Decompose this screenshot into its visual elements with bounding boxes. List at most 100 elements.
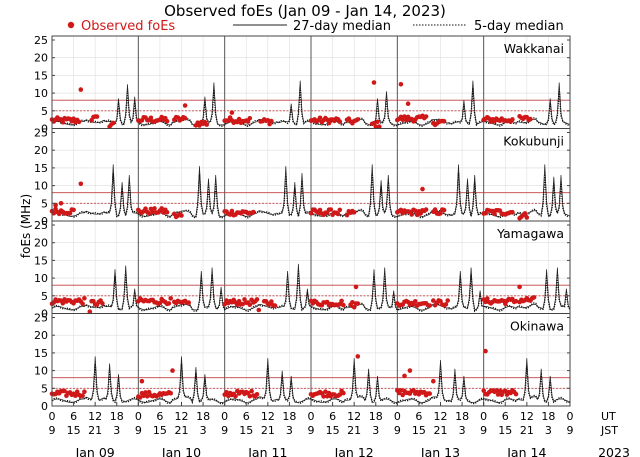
day-label: Jan 12 — [334, 445, 374, 457]
jst-label: JST — [600, 424, 618, 437]
jst-tick-label: 21 — [261, 424, 275, 437]
jst-tick-label: 15 — [412, 424, 426, 437]
jst-tick-label: 3 — [113, 424, 120, 437]
observed-point — [337, 392, 343, 397]
observed-point — [445, 298, 451, 303]
y-tick-label: 5 — [41, 382, 48, 395]
ut-tick-label: 0 — [221, 410, 228, 423]
observed-point — [254, 392, 260, 397]
y-tick-label: 15 — [34, 254, 48, 267]
median-5day-series — [51, 363, 571, 405]
observed-point — [528, 116, 533, 122]
observed-point — [326, 120, 332, 126]
observed-point — [371, 120, 377, 126]
observed-point — [513, 298, 519, 304]
observed-point — [517, 284, 522, 290]
y-tick-label: 25 — [34, 312, 48, 325]
observed-point — [524, 215, 530, 220]
ut-tick-label: 0 — [567, 410, 574, 423]
observed-point — [398, 388, 404, 393]
observed-point — [62, 388, 67, 394]
observed-point — [503, 388, 508, 394]
observed-point — [409, 212, 415, 217]
jst-tick-label: 9 — [221, 424, 228, 437]
observed-point — [269, 118, 274, 124]
observed-point — [317, 207, 323, 213]
station-panels: 0 5 10 15 20 25 Wakkanai 0 5 10 15 20 25 Kokubunji 0 5 1… — [34, 34, 571, 413]
y-tick-label: 0 — [41, 308, 48, 321]
observed-point — [373, 124, 379, 129]
observed-point — [402, 114, 407, 119]
jst-tick-label: 15 — [67, 424, 81, 437]
observed-point — [236, 116, 242, 122]
observed-point — [431, 298, 436, 303]
observed-point — [522, 211, 528, 216]
observed-point — [317, 115, 323, 121]
ut-tick-label: 12 — [261, 410, 275, 423]
observed-point — [164, 209, 170, 215]
observed-point — [438, 298, 443, 304]
observed-point — [337, 207, 343, 213]
station-label: Kokubunji — [503, 134, 564, 149]
y-tick-label: 10 — [34, 87, 48, 100]
legend-observed-marker — [67, 21, 75, 29]
ut-tick-label: 0 — [49, 410, 56, 423]
observed-point — [407, 368, 413, 373]
x-axis: 0961512211830961512211830961512211830961… — [49, 402, 630, 457]
observed-point — [197, 123, 202, 128]
ut-tick-label: 6 — [415, 410, 422, 423]
observed-point — [321, 394, 326, 399]
observed-point — [269, 299, 274, 304]
observed-point — [139, 378, 145, 384]
jst-tick-label: 3 — [286, 424, 293, 437]
day-label: Jan 09 — [75, 445, 115, 457]
observed-point — [510, 117, 515, 122]
jst-tick-label: 3 — [545, 424, 552, 437]
ut-tick-label: 0 — [308, 410, 315, 423]
observed-point — [145, 394, 150, 399]
observed-point — [229, 110, 235, 115]
jst-tick-label: 3 — [459, 424, 466, 437]
panel-kokubunji: 0 5 10 15 20 25 Kokubunji — [34, 127, 571, 228]
observed-point — [341, 390, 346, 396]
observed-point — [71, 207, 76, 213]
observed-point — [76, 119, 82, 125]
observed-point — [423, 207, 429, 212]
jst-tick-label: 15 — [239, 424, 253, 437]
observed-point — [335, 211, 341, 217]
observed-point — [94, 114, 100, 119]
observed-point — [182, 115, 188, 121]
station-label: Okinawa — [510, 319, 564, 334]
jst-tick-label: 15 — [326, 424, 340, 437]
day-label: Jan 13 — [420, 445, 460, 457]
observed-point — [137, 395, 143, 400]
observed-point — [110, 120, 116, 126]
observed-point — [441, 207, 447, 213]
y-tick-label: 5 — [41, 105, 48, 118]
ut-tick-label: 6 — [502, 410, 509, 423]
jst-tick-label: 9 — [394, 424, 401, 437]
observed-point — [143, 390, 148, 395]
y-tick-label: 15 — [34, 69, 48, 82]
jst-tick-label: 9 — [567, 424, 574, 437]
observed-point — [186, 300, 191, 305]
y-tick-label: 5 — [41, 197, 48, 210]
ut-tick-label: 6 — [329, 410, 336, 423]
observed-point — [100, 301, 105, 306]
observed-point — [168, 390, 173, 396]
ut-label: UT — [601, 410, 616, 423]
y-tick-label: 10 — [34, 180, 48, 193]
observed-point — [222, 301, 227, 307]
y-tick-label: 5 — [41, 290, 48, 303]
observed-point — [166, 301, 172, 306]
y-tick-label: 0 — [41, 400, 48, 413]
observed-point — [400, 392, 406, 398]
observed-point — [247, 302, 253, 308]
observed-point — [483, 299, 488, 305]
observed-point — [431, 378, 436, 384]
observed-point — [265, 118, 271, 123]
panel-yamagawa: 0 5 10 15 20 25 Yamagawa — [34, 219, 571, 321]
ut-tick-label: 12 — [175, 410, 189, 423]
observed-point — [254, 297, 260, 302]
